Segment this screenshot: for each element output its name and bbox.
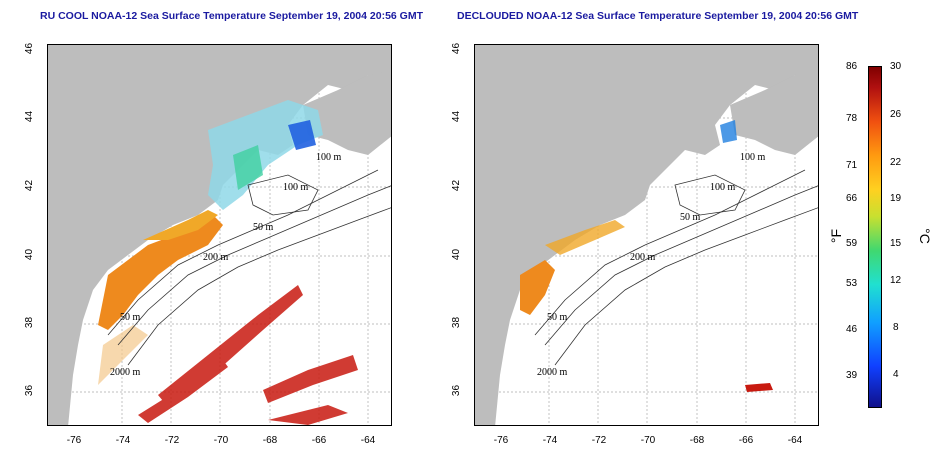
celsius-tick: 8 (893, 322, 899, 333)
contour-label: 50 m (547, 312, 568, 323)
fahrenheit-tick: 71 (846, 160, 858, 171)
temperature-colorbar (868, 66, 882, 408)
y-tick: 46 (451, 42, 463, 55)
contour-label: 200 m (630, 252, 656, 263)
y-tick: 42 (451, 179, 463, 192)
fahrenheit-tick: 86 (846, 61, 858, 72)
x-tick: -66 (738, 435, 754, 446)
celsius-tick: 22 (890, 157, 902, 168)
celsius-tick: 12 (890, 275, 902, 286)
y-tick: 38 (451, 316, 463, 329)
left-sst-map: 100 m 100 m 50 m 200 m 50 m 2000 m (47, 44, 392, 426)
x-tick: -76 (66, 435, 82, 446)
y-tick: 42 (24, 179, 36, 192)
contour-label: 100 m (283, 182, 309, 193)
x-tick: -68 (262, 435, 278, 446)
celsius-tick: 26 (890, 109, 902, 120)
x-tick: -70 (213, 435, 229, 446)
fahrenheit-tick: 53 (846, 278, 858, 289)
celsius-tick: 30 (890, 61, 902, 72)
right-map-graphic: 100 m 100 m 50 m 200 m 50 m 2000 m (475, 45, 818, 425)
celsius-tick: 19 (890, 193, 902, 204)
contour-label: 50 m (680, 212, 701, 223)
x-tick: -76 (493, 435, 509, 446)
fahrenheit-unit-label: °F (828, 228, 845, 244)
y-tick: 44 (451, 110, 463, 123)
y-tick: 40 (451, 248, 463, 261)
fahrenheit-tick: 59 (846, 238, 858, 249)
y-tick: 36 (451, 384, 463, 397)
celsius-tick: 15 (890, 238, 902, 249)
right-map-title: DECLOUDED NOAA-12 Sea Surface Temperatur… (457, 10, 859, 22)
contour-label: 100 m (740, 152, 766, 163)
x-tick: -64 (787, 435, 803, 446)
contour-label: 50 m (120, 312, 141, 323)
y-tick: 40 (24, 248, 36, 261)
fahrenheit-tick: 78 (846, 113, 858, 124)
celsius-unit-label: °C (916, 228, 933, 244)
fahrenheit-tick: 46 (846, 324, 858, 335)
y-tick: 36 (24, 384, 36, 397)
x-tick: -72 (591, 435, 607, 446)
contour-label: 100 m (710, 182, 736, 193)
fahrenheit-tick: 66 (846, 193, 858, 204)
x-tick: -72 (164, 435, 180, 446)
y-tick: 44 (24, 110, 36, 123)
contour-label: 50 m (253, 222, 274, 233)
x-tick: -68 (689, 435, 705, 446)
y-tick: 38 (24, 316, 36, 329)
x-tick: -74 (115, 435, 131, 446)
right-sst-map: 100 m 100 m 50 m 200 m 50 m 2000 m (474, 44, 819, 426)
fahrenheit-tick: 39 (846, 370, 858, 381)
contour-label: 200 m (203, 252, 229, 263)
x-tick: -66 (311, 435, 327, 446)
x-tick: -74 (542, 435, 558, 446)
contour-label: 100 m (316, 152, 342, 163)
x-tick: -70 (640, 435, 656, 446)
celsius-tick: 4 (893, 369, 899, 380)
left-map-graphic: 100 m 100 m 50 m 200 m 50 m 2000 m (48, 45, 391, 425)
y-tick: 46 (24, 42, 36, 55)
left-map-title: RU COOL NOAA-12 Sea Surface Temperature … (40, 10, 424, 22)
x-tick: -64 (360, 435, 376, 446)
contour-label: 2000 m (537, 367, 568, 378)
contour-label: 2000 m (110, 367, 141, 378)
